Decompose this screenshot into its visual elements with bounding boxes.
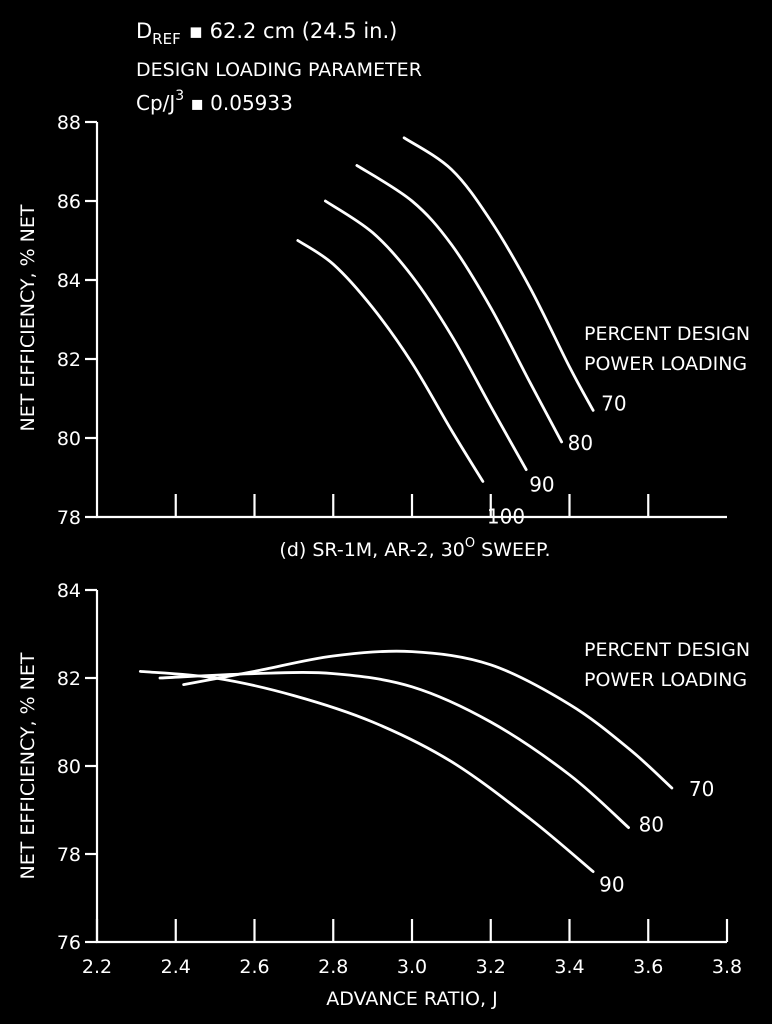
- series-label-80: 80: [568, 431, 593, 455]
- x-tick-label: 2.2: [82, 956, 112, 978]
- series-line-100: [296, 239, 485, 483]
- x-tick-label: 2.8: [318, 956, 348, 978]
- y-tick-label: 80: [57, 428, 81, 450]
- panel-caption: (d) SR-1M, AR-2, 30O SWEEP.: [279, 536, 550, 561]
- series-label-90: 90: [599, 873, 624, 897]
- x-tick-label: 2.6: [239, 956, 269, 978]
- chart-panel-top: 78 80 82 84 86 88 NET EFFICIENCY, % NET (d) SR-…: [17, 112, 750, 561]
- y-tick-label: 76: [57, 932, 81, 954]
- series-line-90: [138, 670, 595, 873]
- chart-header: DREF ▪ 62.2 cm (24.5 in.) DESIGN LOADING …: [136, 19, 422, 115]
- y-tick-label: 84: [57, 580, 81, 602]
- chart-panel-bottom: 76 78 80 82 84 2.2 2.4 2.6 2.8 3.0 3.2 3.4 3.6 3.8 NET…: [17, 580, 750, 1010]
- x-tick-label: 2.4: [161, 956, 191, 978]
- series-label-90: 90: [529, 473, 554, 497]
- legend-title: POWER LOADING: [584, 669, 747, 691]
- series-line-70: [182, 649, 674, 790]
- y-tick-label: 82: [57, 349, 81, 371]
- series-label-70: 70: [601, 391, 626, 415]
- y-tick-label: 80: [57, 756, 81, 778]
- y-tick-label: 82: [57, 668, 81, 690]
- y-tick-label: 78: [57, 507, 81, 529]
- y-tick-label: 84: [57, 270, 81, 292]
- axis-lines: [95, 122, 727, 519]
- series-line-90: [323, 199, 528, 471]
- dref-label: DREF ▪ 62.2 cm (24.5 in.): [136, 19, 397, 48]
- y-axis-label: NET EFFICIENCY, % NET: [17, 652, 39, 879]
- y-tick-label: 86: [57, 191, 81, 213]
- series-label-80: 80: [639, 813, 664, 837]
- x-tick-label: 3.2: [476, 956, 506, 978]
- legend-title: PERCENT DESIGN: [584, 639, 750, 661]
- series-label-100: 100: [487, 504, 525, 528]
- x-tick-label: 3.0: [397, 956, 427, 978]
- series-line-80: [355, 164, 564, 444]
- legend-title: PERCENT DESIGN: [584, 323, 750, 345]
- loading-parameter-value: Cp/J3 ▪ 0.05933: [136, 88, 293, 115]
- y-tick-label: 78: [57, 844, 81, 866]
- design-loading-label: DESIGN LOADING PARAMETER: [136, 59, 422, 81]
- x-tick-label: 3.6: [633, 956, 663, 978]
- series-line-80: [158, 671, 630, 829]
- series-line-70: [402, 136, 595, 412]
- y-axis-label: NET EFFICIENCY, % NET: [17, 204, 39, 431]
- series-label-70: 70: [689, 777, 714, 801]
- x-tick-label: 3.8: [712, 956, 742, 978]
- y-tick-label: 88: [57, 112, 81, 134]
- x-tick-label: 3.4: [554, 956, 584, 978]
- x-axis-label: ADVANCE RATIO, J: [326, 988, 497, 1010]
- legend-title: POWER LOADING: [584, 353, 747, 375]
